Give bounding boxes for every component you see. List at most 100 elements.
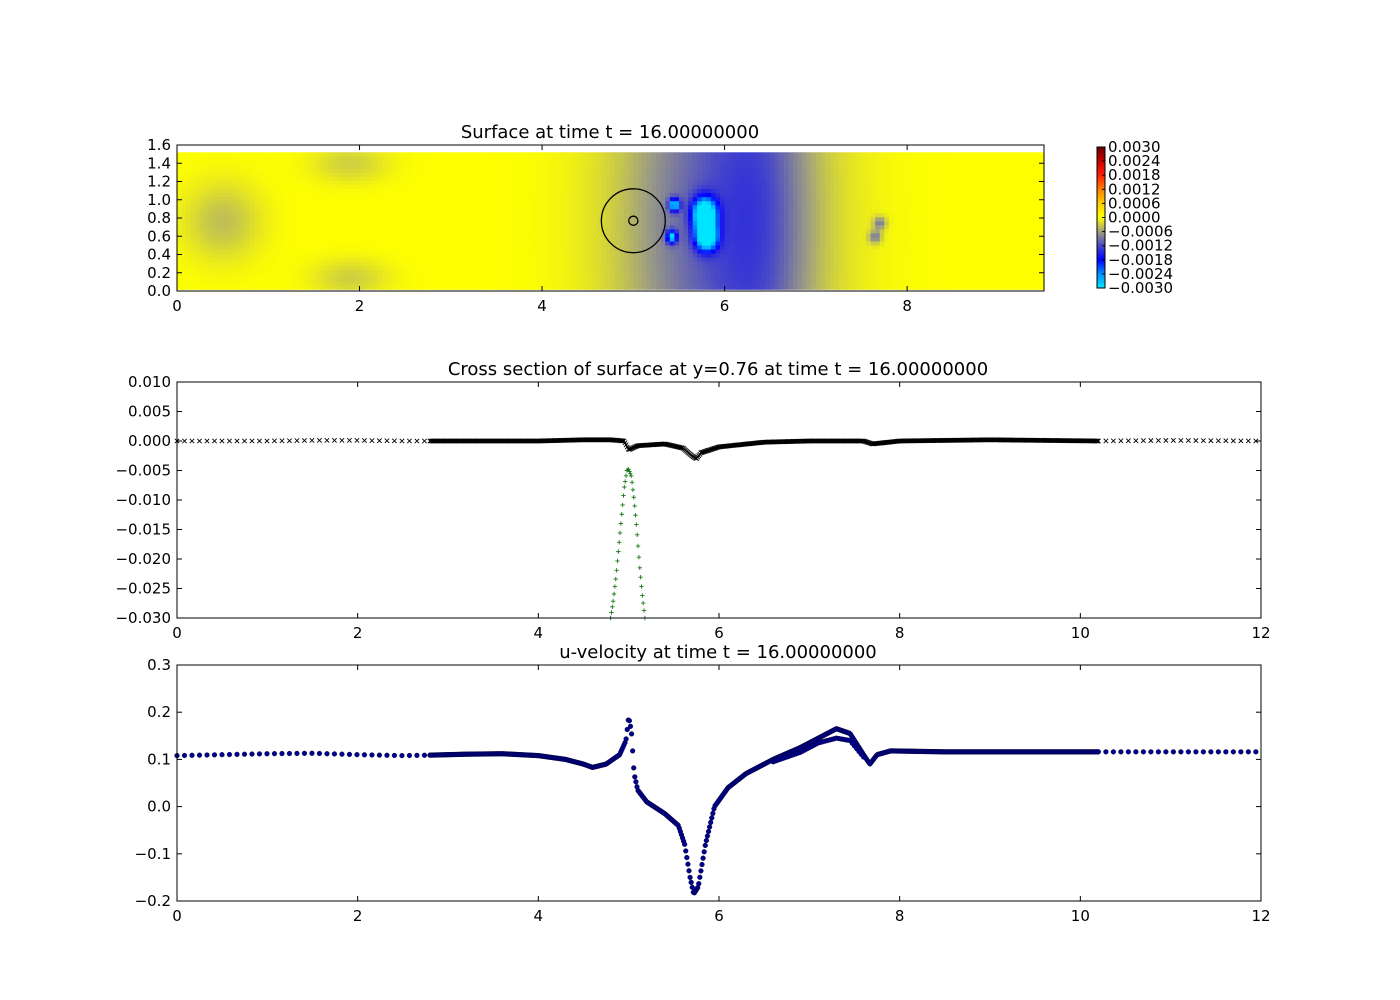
heatmap-cell [240,273,247,278]
heatmap-cell [364,228,370,234]
heatmap-cell [423,228,429,234]
heatmap-cell [459,204,466,210]
heatmap-cell [418,216,425,222]
heatmap-cell [532,236,539,242]
heatmap-cell [450,281,456,286]
heatmap-cell [961,232,968,238]
heatmap-cell [240,228,247,234]
heatmap-cell [291,248,297,254]
heatmap-cell [925,256,931,262]
heatmap-cell [236,196,242,202]
heatmap-cell [382,192,388,198]
heatmap-cell [546,236,552,242]
heatmap-cell [1012,212,1018,218]
heatmap-cell [519,220,525,226]
heatmap-cell [195,281,201,286]
heatmap-cell [537,200,543,206]
heatmap-cell [856,228,863,234]
heatmap-cell [975,224,981,230]
heatmap-cell [875,232,881,238]
heatmap-cell [400,220,406,226]
heatmap-cell [496,184,502,190]
heatmap-cell [396,248,402,254]
heatmap-cell [852,216,858,222]
heatmap-cell [391,265,397,270]
heatmap-cell [747,281,753,286]
heatmap-cell [510,228,516,234]
heatmap-cell [720,228,726,234]
heatmap-cell [870,244,876,250]
heatmap-cell [970,204,977,210]
heatmap-cell [806,212,812,218]
heatmap-cell [341,228,347,234]
heatmap-cell [482,269,488,274]
heatmap-cell [852,188,858,194]
heatmap-cell [615,192,621,198]
heatmap-cell [186,252,192,258]
heatmap-cell [386,216,393,222]
heatmap-cell [993,220,999,226]
heatmap-cell [1034,265,1041,270]
heatmap-cell [323,269,329,274]
heatmap-cell [815,236,822,242]
heatmap-cell [970,224,977,230]
heatmap-cell [446,184,452,190]
heatmap-cell [957,232,963,238]
heatmap-cell [309,244,315,250]
heatmap-cell [989,188,995,194]
heatmap-cell [181,224,187,230]
heatmap-cell [455,204,461,210]
heatmap-cell [245,269,251,274]
heatmap-cell [583,204,589,210]
heatmap-cell [523,265,529,270]
heatmap-cell [1034,273,1041,278]
heatmap-cell [989,228,995,234]
heatmap-cell [852,281,858,286]
heatmap-cell [432,273,438,278]
heatmap-cell [970,285,977,290]
heatmap-cell [669,208,675,214]
heatmap-cell [313,200,320,206]
heatmap-cell [1012,184,1018,190]
heatmap-cell [500,208,507,214]
heatmap-cell [724,204,730,210]
heatmap-cell [277,188,283,194]
heatmap-cell [783,204,790,210]
heatmap-cell [642,236,648,242]
heatmap-cell [1012,248,1018,254]
heatmap-cell [970,220,977,226]
heatmap-cell [756,248,762,254]
heatmap-cell [783,192,790,198]
heatmap-cell [350,252,356,258]
heatmap-cell [706,228,712,234]
heatmap-cell [647,256,653,262]
heatmap-cell [1030,212,1036,218]
heatmap-cell [1039,212,1045,218]
heatmap-cell [897,269,904,274]
heatmap-cell [423,184,429,190]
heatmap-cell [975,269,981,274]
heatmap-cell [861,196,867,202]
heatmap-cell [993,184,999,190]
heatmap-cell [291,208,297,214]
heatmap-cell [350,273,356,278]
heatmap-cell [710,184,717,190]
heatmap-cell [674,208,680,214]
heatmap-cell [980,212,986,218]
heatmap-cell [341,216,347,222]
heatmap-cell [624,224,630,230]
heatmap-cell [897,240,904,246]
heatmap-cell [884,248,890,254]
heatmap-cell [779,228,785,234]
heatmap-cell [605,244,612,250]
heatmap-cell [532,252,539,258]
heatmap-cell [222,285,228,290]
heatmap-cell [820,196,826,202]
heatmap-cell [327,256,333,262]
heatmap-cell [793,212,799,218]
heatmap-cell [619,285,625,290]
heatmap-cell [829,277,835,282]
heatmap-cell [902,216,908,222]
heatmap-cell [186,188,192,194]
heatmap-cell [583,200,589,206]
